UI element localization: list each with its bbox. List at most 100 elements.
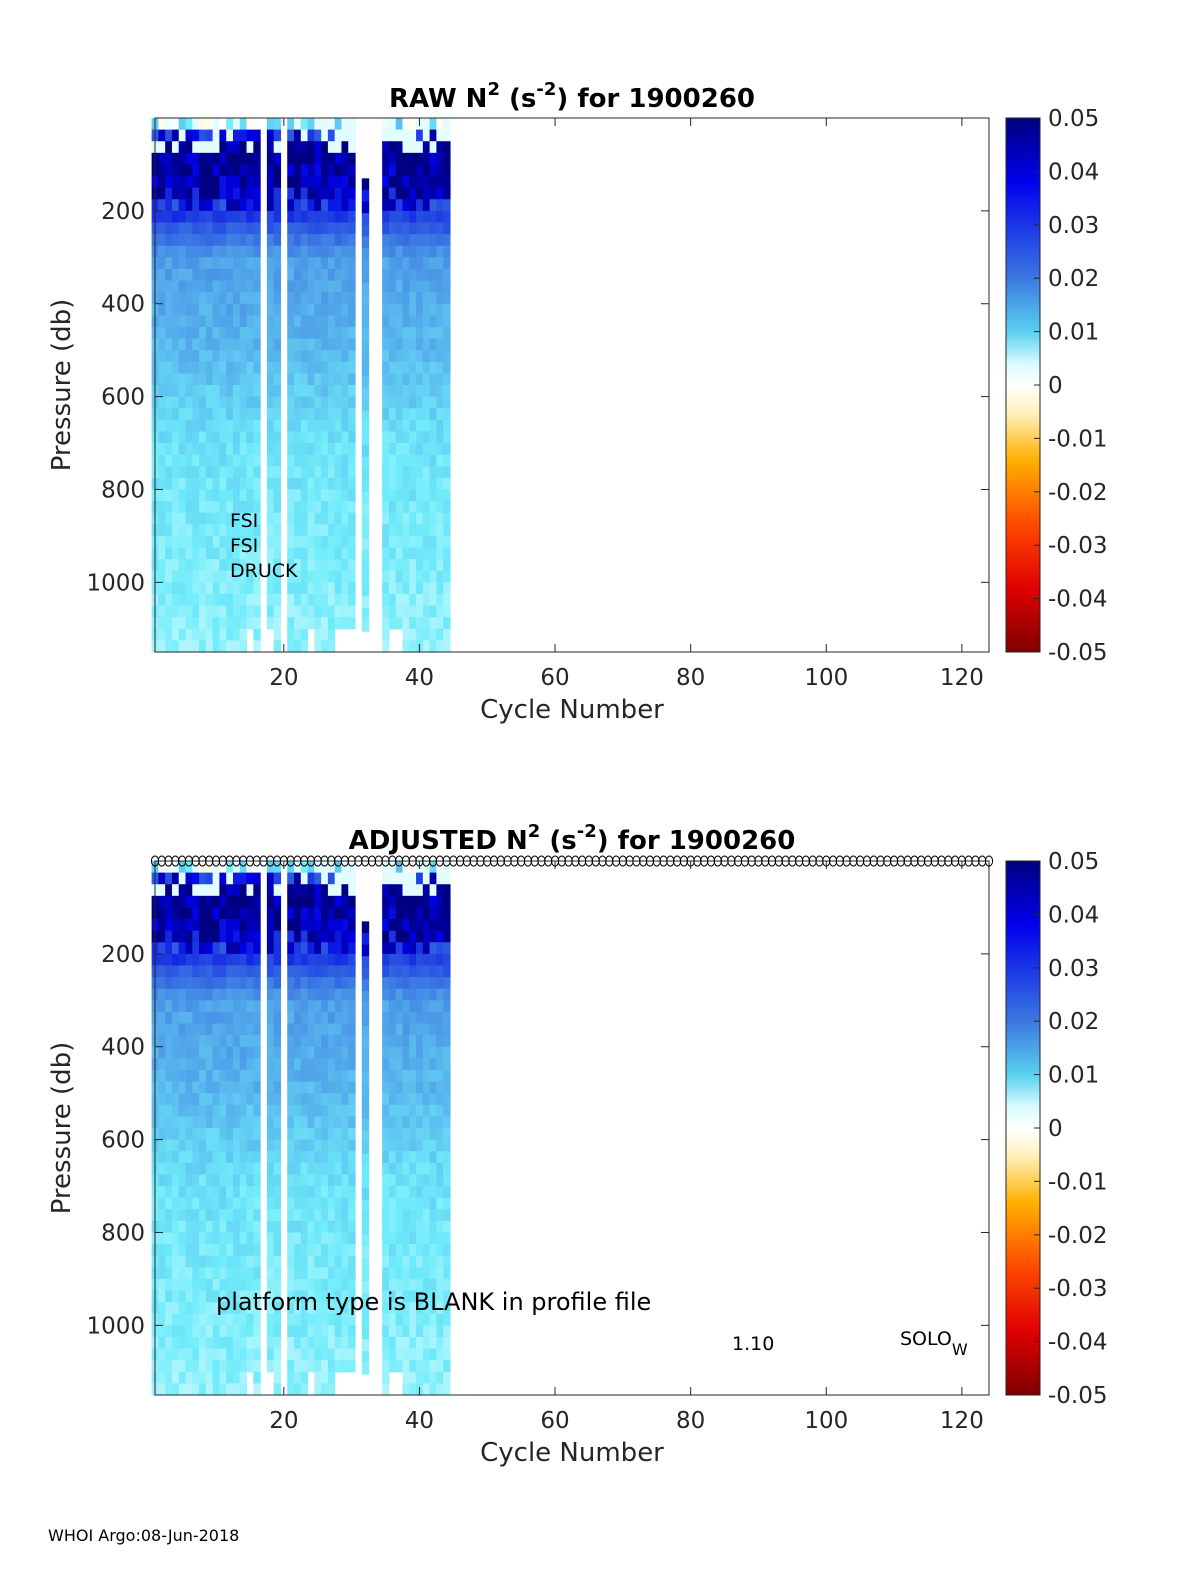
raw-heatmap-cell [436,257,444,270]
raw-heatmap-cell [273,268,282,282]
adjusted-heatmap-cell [171,1255,180,1268]
adjusted-heatmap-cell [178,1371,187,1384]
raw-colorbar-tick-label: 0 [1048,373,1063,399]
raw-heatmap-cell [307,350,315,363]
adjusted-heatmap-cell [382,977,390,990]
raw-heatmap-cell [171,187,180,200]
raw-heatmap-cell [409,535,417,549]
adjusted-heatmap-cell [443,1046,451,1059]
adjusted-heatmap-cell [327,1267,336,1280]
raw-heatmap-cell [226,303,234,316]
raw-heatmap-cell [341,559,349,572]
raw-heatmap-cell [226,373,234,386]
raw-heatmap-cell [422,408,431,421]
adjusted-heatmap-cell [294,907,302,920]
adjusted-heatmap-cell [334,930,343,943]
raw-heatmap-cell [341,466,349,479]
raw-heatmap-cell [443,501,451,514]
raw-heatmap-cell [273,118,282,131]
raw-heatmap-cell [266,176,275,189]
raw-heatmap-cell [341,350,349,363]
raw-heatmap-cell [266,350,275,363]
raw-heatmap-cell [171,559,180,572]
raw-heatmap-cell [327,315,336,328]
raw-heatmap-cell [185,512,193,525]
adjusted-heatmap-cell [273,1197,282,1210]
adjusted-heatmap-cell [273,977,282,990]
raw-heatmap-cell [388,164,397,177]
adjusted-heatmap-cell [443,930,451,943]
adjusted-heatmap-cell [226,1348,234,1361]
raw-heatmap-cell [178,257,187,270]
adjusted-heatmap-cell [205,1151,214,1164]
raw-heatmap-cell [334,617,343,630]
raw-heatmap-cell [334,187,343,200]
adjusted-heatmap-cell [416,1325,424,1338]
adjusted-heatmap-cell [226,872,234,885]
adjusted-heatmap-cell [314,1139,322,1152]
adjusted-heatmap-cell [348,1174,356,1187]
adjusted-heatmap-cell [171,988,180,1001]
adjusted-heatmap-cell [253,1139,261,1152]
raw-heatmap-cell [158,164,166,177]
raw-heatmap-cell [321,535,329,549]
raw-heatmap-cell [341,164,349,177]
adjusted-heatmap-cell [409,1255,417,1268]
adjusted-heatmap-cell [327,1174,336,1187]
raw-heatmap-cell [314,570,322,583]
raw-heatmap-cell [246,431,254,444]
raw-heatmap-cell [409,408,417,421]
raw-heatmap-cell [253,141,261,154]
raw-heatmap-cell [416,419,424,433]
raw-heatmap-cell [402,141,410,154]
adjusted-heatmap-cell [348,884,356,897]
raw-colorbar-tick-label: 0.04 [1048,159,1099,185]
adjusted-heatmap-cell [388,1302,397,1315]
raw-heatmap-cell [395,489,404,502]
raw-heatmap-cell [341,385,349,398]
raw-heatmap-cell [253,292,261,305]
adjusted-heatmap-cell [171,1151,180,1164]
adjusted-heatmap-cell [443,1244,451,1257]
adjusted-heatmap-cell [219,1046,227,1059]
adjusted-heatmap-cell [402,1255,410,1268]
adjusted-heatmap-cell [253,977,261,990]
adjusted-heatmap-cell [416,872,424,885]
adjusted-heatmap-cell [294,1360,302,1373]
raw-heatmap-cell [334,501,343,514]
adjusted-heatmap-cell [266,1290,275,1303]
raw-heatmap-cell [171,257,180,270]
adjusted-heatmap-cell [178,872,187,885]
adjusted-heatmap-cell [232,1371,241,1384]
raw-heatmap-cell [429,640,437,653]
raw-heatmap-cell [246,443,254,456]
adjusted-heatmap-cell [382,919,390,932]
adjusted-heatmap-cell [205,1371,214,1384]
adjusted-heatmap-cell [409,930,417,943]
raw-heatmap-cell [246,141,254,154]
adjusted-heatmap-cell [321,872,329,885]
adjusted-heatmap-cell [294,1174,302,1187]
raw-heatmap-cell [416,292,424,305]
adjusted-heatmap-cell [361,921,370,934]
adjusted-heatmap-cell [382,1232,390,1245]
raw-heatmap-cell [416,210,424,224]
adjusted-heatmap-cell [422,1313,431,1326]
adjusted-heatmap-cell [294,884,302,897]
adjusted-heatmap-cell [171,1128,180,1141]
raw-heatmap-cell [395,535,404,549]
adjusted-heatmap-cell [246,988,254,1001]
adjusted-heatmap-cell [314,907,322,920]
adjusted-heatmap-cell [165,1069,173,1083]
adjusted-heatmap-cell [402,1267,410,1280]
adjusted-heatmap-cell [287,942,295,955]
raw-heatmap-cell [253,501,261,514]
adjusted-heatmap-cell [171,1104,180,1117]
raw-heatmap-cell [300,628,309,641]
raw-heatmap-cell [273,559,282,572]
adjusted-y-tick-label: 800 [101,1220,145,1246]
adjusted-heatmap-cell [402,1046,410,1059]
adjusted-heatmap-cell [300,1011,309,1025]
raw-heatmap-cell [348,466,356,479]
raw-heatmap-cell [273,477,282,491]
